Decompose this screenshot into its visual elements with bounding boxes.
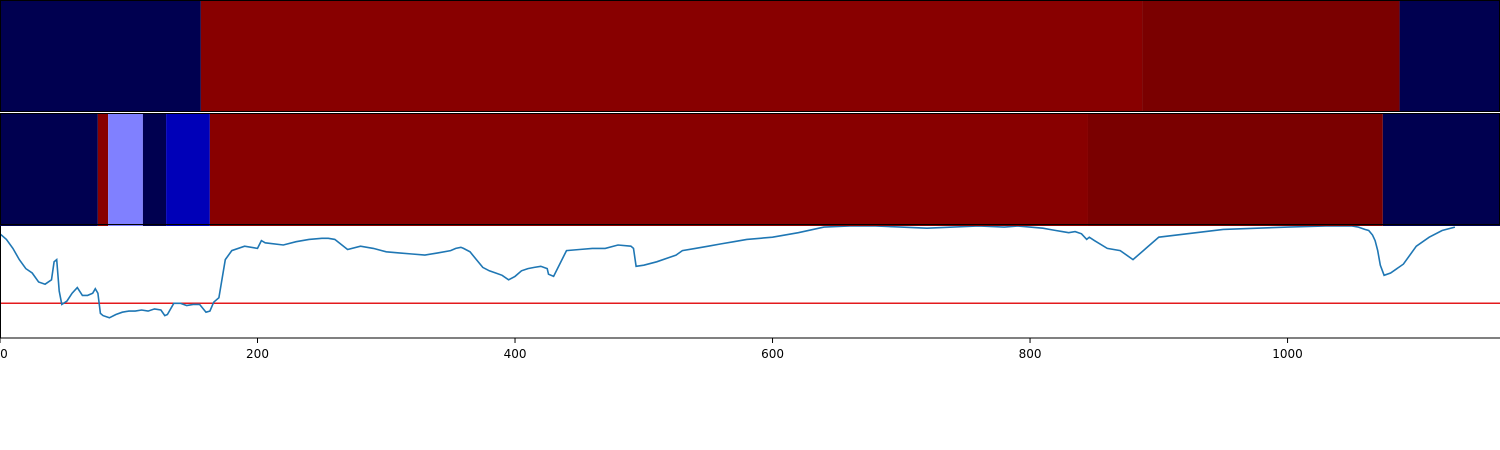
middle-band-segment-3 [142,113,167,226]
top-band [0,0,1500,112]
x-tick-label-1: 200 [246,347,269,361]
middle-band-segment-4 [166,113,210,226]
middle-band-segment-5 [209,113,1088,226]
middle-band-segment-6 [1087,113,1383,226]
top-band-segment-0 [0,0,201,112]
x-tick-label-3: 600 [761,347,784,361]
top-band-segment-3 [1399,0,1500,112]
middle-band-segment-0 [0,113,98,226]
middle-band [0,113,1500,226]
signal-line [0,226,1456,319]
middle-band-segment-7 [1382,113,1500,226]
top-band-segment-2 [1142,0,1400,112]
middle-band-segment-2 [108,113,143,226]
x-tick-label-4: 800 [1019,347,1042,361]
line-panel [0,226,1500,319]
x-tick-label-2: 400 [504,347,527,361]
x-axis: 0 200 400 600 800 1000 [0,338,1303,361]
middle-band-segment-1 [97,113,109,226]
x-tick-label-0: 0 [0,347,8,361]
x-tick-label-5: 1000 [1272,347,1303,361]
top-band-segment-1 [200,0,1143,112]
